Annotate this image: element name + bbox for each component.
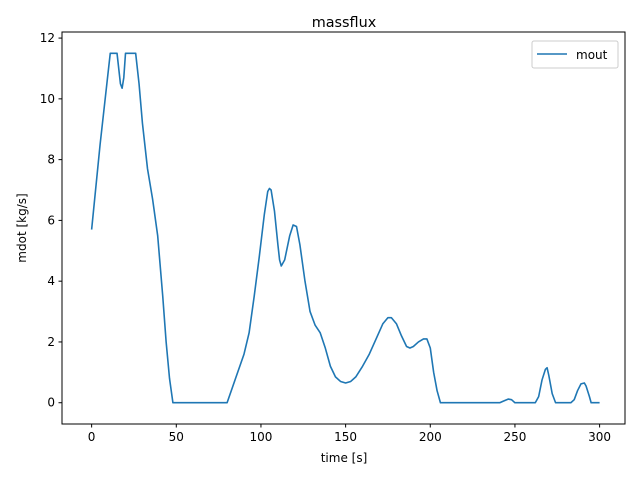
x-axis-label: time [s] [321,451,368,465]
x-tick-label: 200 [419,430,442,444]
y-tick-label: 4 [47,274,55,288]
y-tick-label: 6 [47,213,55,227]
y-tick-label: 0 [47,396,55,410]
y-tick-label: 10 [40,92,55,106]
x-tick-label: 0 [88,430,96,444]
x-tick-label: 150 [334,430,357,444]
y-tick-label: 8 [47,153,55,167]
legend: mout [531,40,619,69]
series-line-mout [90,52,600,404]
axes-frame [61,31,626,425]
legend-label-mout: mout [576,48,608,62]
plot-area [90,52,600,404]
legend-box [531,40,619,69]
x-tick-label: 50 [169,430,184,444]
x-tick-label: 250 [503,430,526,444]
x-tick-label: 300 [588,430,611,444]
y-tick-label: 12 [40,31,55,45]
y-axis-label: mdot [kg/s] [15,193,29,262]
y-tick-label: 2 [47,335,55,349]
x-tick-label: 100 [250,430,273,444]
chart-title: massflux [312,15,377,31]
